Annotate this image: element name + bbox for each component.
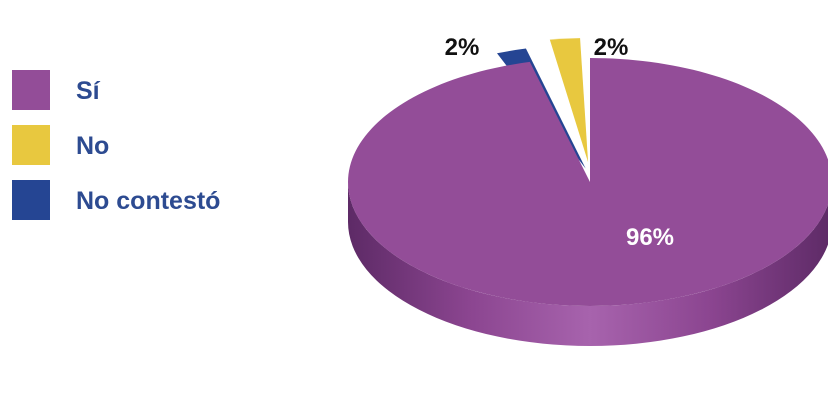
legend-item-no: No [12, 125, 312, 171]
data-label-2: 2% [445, 34, 480, 61]
legend-swatch-si [12, 70, 50, 110]
legend-label-no-contesto: No contestó [76, 187, 221, 215]
data-label-0: 96% [626, 224, 674, 251]
pie-slice-1 [549, 38, 589, 163]
pie-side-0 [348, 182, 828, 346]
legend-label-si: Sí [76, 77, 100, 105]
legend-swatch-no [12, 125, 50, 165]
data-label-1: 2% [594, 34, 629, 61]
pie-slice-0 [348, 58, 828, 306]
legend-label-no: No [76, 132, 110, 160]
legend-item-no-contesto: No contestó [12, 180, 312, 226]
legend-item-si: Sí [12, 70, 312, 116]
pie-group: 96% 2% 2% [348, 34, 828, 346]
legend-swatch-no-contesto [12, 180, 50, 220]
